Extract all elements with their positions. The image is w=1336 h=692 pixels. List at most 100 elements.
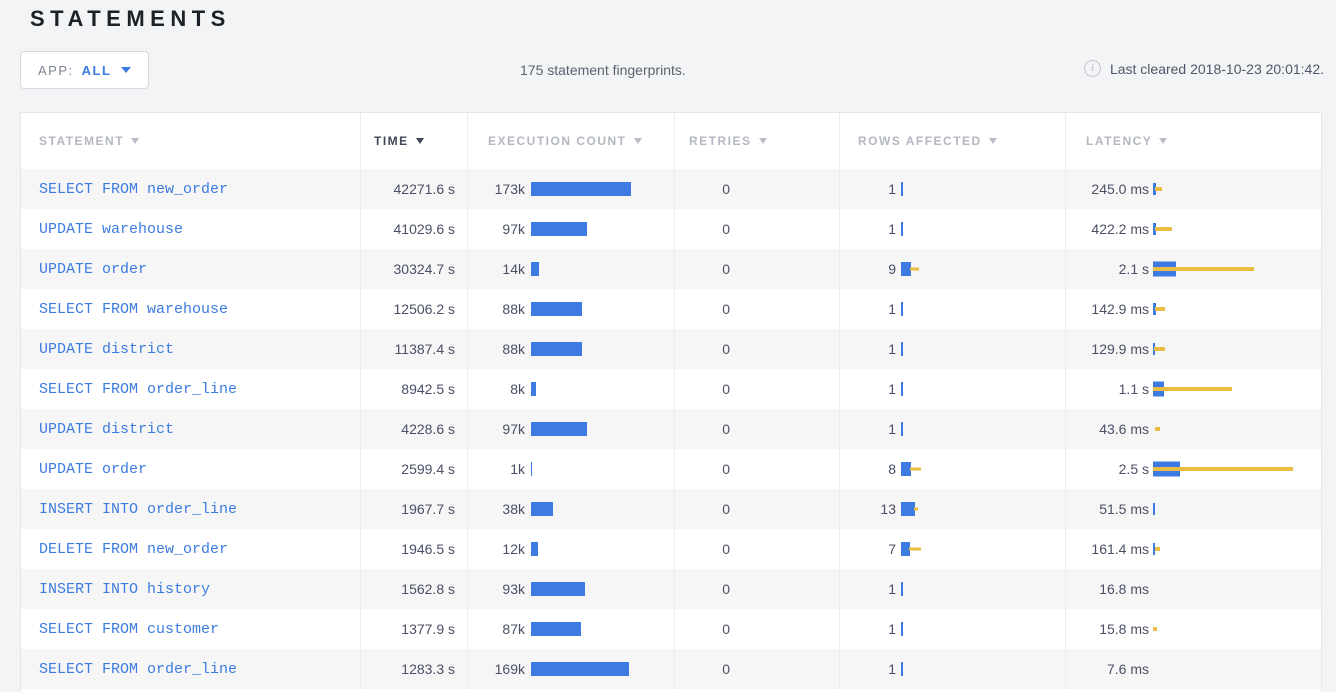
rows-affected-value: 1 — [888, 421, 896, 437]
rows-affected-bar-blue — [901, 662, 903, 676]
latency-value: 7.6 ms — [1106, 661, 1149, 677]
latency-bar-yellow — [1155, 187, 1162, 191]
retries-value: 0 — [722, 501, 730, 517]
latency-value: 16.8 ms — [1099, 581, 1149, 597]
execution-count-bar — [531, 662, 629, 676]
info-icon[interactable]: i — [1083, 60, 1101, 77]
app-filter-label: APP: — [38, 62, 74, 78]
time-value: 1283.3 s — [361, 649, 468, 689]
latency-bar-yellow — [1153, 627, 1157, 631]
execution-count-value: 14k — [502, 261, 525, 277]
time-value: 42271.6 s — [361, 169, 468, 209]
table-row: UPDATE warehouse 41029.6 s 97k 0 1 422.2… — [21, 209, 1321, 249]
rows-affected-bar-blue — [901, 222, 903, 236]
time-value: 30324.7 s — [361, 249, 468, 289]
execution-count-value: 173k — [494, 181, 525, 197]
col-header-time[interactable]: TIME — [361, 113, 468, 169]
toolbar: APP: ALL 175 statement fingerprints. i L… — [0, 50, 1336, 90]
col-header-retries[interactable]: RETRIES — [675, 113, 840, 169]
latency-bar-blue — [1153, 503, 1155, 515]
rows-affected-bar-blue — [901, 342, 903, 356]
execution-count-value: 88k — [502, 341, 525, 357]
rows-affected-bar-blue — [901, 462, 911, 476]
last-cleared-text: Last cleared 2018-10-23 20:01:42. — [1109, 60, 1324, 77]
col-header-latency[interactable]: LATENCY — [1066, 113, 1321, 169]
latency-value: 422.2 ms — [1091, 221, 1149, 237]
time-value: 2599.4 s — [361, 449, 468, 489]
table-row: INSERT INTO history 1562.8 s 93k 0 1 16.… — [21, 569, 1321, 609]
retries-value: 0 — [722, 261, 730, 277]
retries-value: 0 — [722, 301, 730, 317]
latency-bar-blue — [1153, 223, 1156, 235]
statement-link[interactable]: DELETE FROM new_order — [39, 540, 229, 558]
execution-count-value: 97k — [502, 221, 525, 237]
rows-affected-value: 8 — [888, 461, 896, 477]
latency-bar-blue — [1153, 183, 1156, 195]
chevron-down-icon — [121, 67, 132, 73]
retries-value: 0 — [722, 221, 730, 237]
col-header-label: LATENCY — [1086, 134, 1153, 148]
execution-count-value: 12k — [502, 541, 525, 557]
latency-bar-blue — [1153, 303, 1156, 315]
rows-affected-value: 1 — [888, 661, 896, 677]
col-header-statement[interactable]: STATEMENT — [21, 113, 361, 169]
table-row: SELECT FROM customer 1377.9 s 87k 0 1 15… — [21, 609, 1321, 649]
statement-link[interactable]: INSERT INTO history — [39, 580, 211, 598]
time-value: 41029.6 s — [361, 209, 468, 249]
statement-link[interactable]: UPDATE warehouse — [39, 220, 184, 238]
rows-affected-value: 9 — [888, 261, 896, 277]
statement-link[interactable]: UPDATE order — [39, 460, 148, 478]
statement-link[interactable]: SELECT FROM customer — [39, 620, 220, 638]
statement-link[interactable]: INSERT INTO order_line — [39, 500, 238, 518]
sort-arrow-icon — [131, 138, 140, 144]
latency-value: 2.5 s — [1118, 461, 1149, 477]
latency-value: 161.4 ms — [1091, 541, 1149, 557]
statement-link[interactable]: UPDATE district — [39, 340, 175, 358]
time-value: 1967.7 s — [361, 489, 468, 529]
latency-value: 142.9 ms — [1091, 301, 1149, 317]
statement-link[interactable]: SELECT FROM order_line — [39, 380, 238, 398]
retries-value: 0 — [722, 541, 730, 557]
sort-arrow-icon — [988, 138, 997, 144]
rows-affected-value: 1 — [888, 221, 896, 237]
app-filter-dropdown[interactable]: APP: ALL — [20, 51, 150, 89]
retries-value: 0 — [722, 341, 730, 357]
statement-link[interactable]: SELECT FROM order_line — [39, 660, 238, 678]
rows-affected-bar-yellow — [910, 467, 921, 471]
table-row: UPDATE order 30324.7 s 14k 0 9 2.1 s — [21, 249, 1321, 289]
execution-count-bar — [531, 382, 536, 396]
retries-value: 0 — [722, 621, 730, 637]
statements-table: STATEMENT TIME EXECUTION COUNT RETRIES R… — [20, 112, 1322, 692]
app-filter-value: ALL — [81, 62, 112, 78]
sort-arrow-icon — [1159, 138, 1168, 144]
latency-bar-yellow — [1153, 387, 1232, 391]
latency-bar-yellow — [1154, 347, 1165, 351]
execution-count-bar — [531, 622, 581, 636]
col-header-execution-count[interactable]: EXECUTION COUNT — [468, 113, 675, 169]
execution-count-bar — [531, 422, 587, 436]
rows-affected-value: 1 — [888, 381, 896, 397]
rows-affected-bar-yellow — [914, 507, 918, 511]
table-row: SELECT FROM order_line 8942.5 s 8k 0 1 1… — [21, 369, 1321, 409]
latency-bar-blue — [1153, 543, 1155, 555]
execution-count-value: 8k — [510, 381, 525, 397]
col-header-label: RETRIES — [689, 134, 752, 148]
table-row: SELECT FROM order_line 1283.3 s 169k 0 1… — [21, 649, 1321, 689]
table-body: SELECT FROM new_order 42271.6 s 173k 0 1… — [21, 169, 1321, 689]
rows-affected-value: 1 — [888, 581, 896, 597]
rows-affected-bar-blue — [901, 302, 903, 316]
statement-link[interactable]: UPDATE order — [39, 260, 148, 278]
last-cleared: i Last cleared 2018-10-23 20:01:42. — [1083, 60, 1324, 77]
execution-count-bar — [531, 302, 582, 316]
table-row: UPDATE district 11387.4 s 88k 0 1 129.9 … — [21, 329, 1321, 369]
statement-link[interactable]: SELECT FROM warehouse — [39, 300, 229, 318]
statement-link[interactable]: SELECT FROM new_order — [39, 180, 229, 198]
retries-value: 0 — [722, 181, 730, 197]
table-row: UPDATE order 2599.4 s 1k 0 8 2.5 s — [21, 449, 1321, 489]
statement-link[interactable]: UPDATE district — [39, 420, 175, 438]
execution-count-value: 93k — [502, 581, 525, 597]
retries-value: 0 — [722, 461, 730, 477]
table-row-filler — [21, 689, 1321, 692]
execution-count-bar — [531, 582, 585, 596]
col-header-rows-affected[interactable]: ROWS AFFECTED — [840, 113, 1066, 169]
